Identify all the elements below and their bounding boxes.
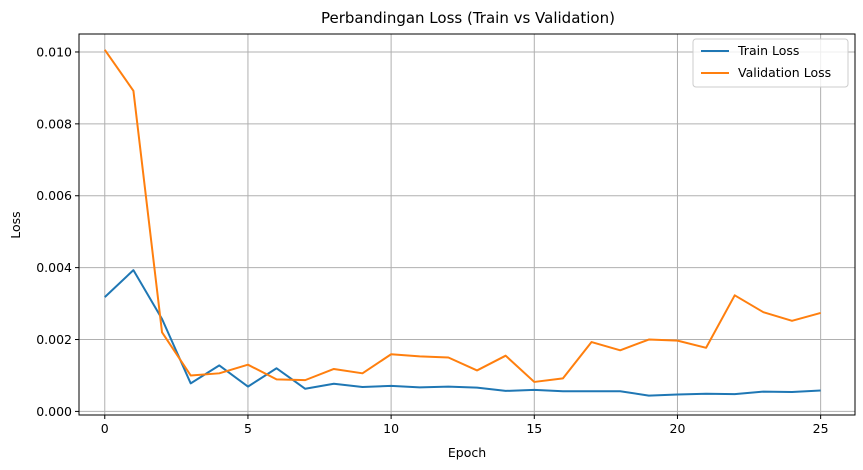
y-axis-label: Loss [8,211,23,238]
x-tick-label: 10 [383,421,399,436]
y-tick-label: 0.006 [36,188,72,203]
axis-ticks: 0 5 10 15 20 25 0.000 0.002 0.004 0.006 0.008 0.010 [36,44,828,436]
y-tick-label: 0.002 [36,332,72,347]
series-lines [103,49,821,397]
y-tick-label: 0.004 [36,260,72,275]
series-line-train-loss [104,269,821,397]
grid [79,34,855,415]
legend: Train Loss Validation Loss [692,38,849,88]
x-tick-label: 20 [670,421,686,436]
legend-label-validation: Validation Loss [738,65,831,80]
chart-title: Perbandingan Loss (Train vs Validation) [321,9,615,27]
y-tick-label: 0.008 [36,116,72,131]
y-tick-label: 0.000 [36,404,72,419]
x-tick-label: 5 [244,421,252,436]
y-tick-label: 0.010 [36,44,72,59]
x-tick-label: 15 [526,421,542,436]
x-axis-label: Epoch [448,445,486,460]
legend-label-train: Train Loss [737,43,799,58]
x-tick-label: 0 [101,421,109,436]
series-line-validation-loss [103,49,821,383]
x-tick-label: 25 [813,421,829,436]
plot-frame [78,33,856,416]
legend-box [692,38,849,88]
